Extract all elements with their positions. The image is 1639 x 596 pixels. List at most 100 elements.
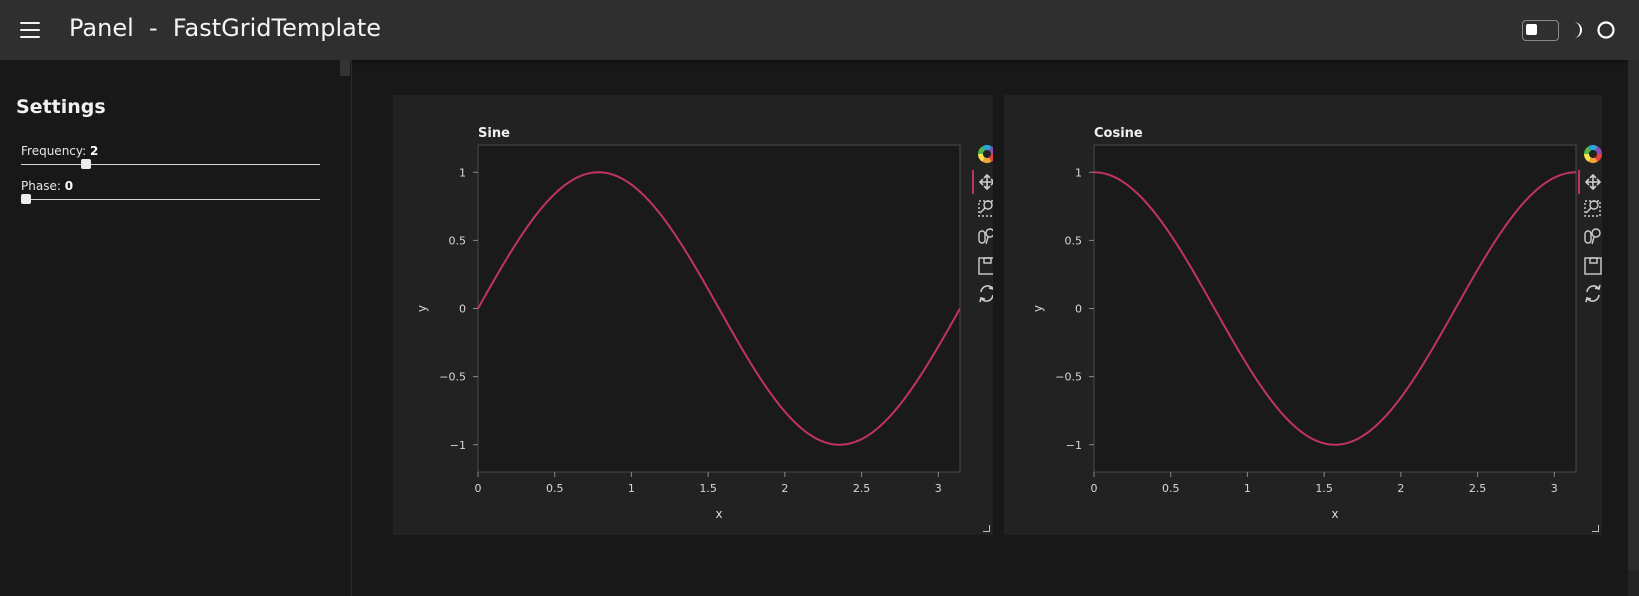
x-tick-label: 3 bbox=[1551, 482, 1558, 495]
wheel-zoom-icon-wheel bbox=[978, 230, 986, 244]
save-icon-body bbox=[1584, 257, 1602, 275]
wheel-zoom-icon-handle bbox=[1591, 236, 1595, 245]
resize-handle[interactable] bbox=[1592, 525, 1599, 532]
bokeh-logo-icon[interactable] bbox=[1595, 154, 1602, 162]
main-scrollbar-thumb[interactable] bbox=[1628, 60, 1639, 570]
x-axis-label: x bbox=[715, 507, 722, 521]
phase-slider[interactable] bbox=[21, 199, 320, 200]
x-tick-label: 1.5 bbox=[699, 482, 717, 495]
x-tick-label: 3 bbox=[935, 482, 942, 495]
x-tick-label: 1 bbox=[1244, 482, 1251, 495]
box-zoom-icon-box bbox=[978, 200, 995, 217]
x-tick-label: 0.5 bbox=[1162, 482, 1180, 495]
theme-toggle-knob bbox=[1526, 24, 1537, 35]
wheel-zoom-icon[interactable] bbox=[1584, 228, 1601, 245]
x-tick-label: 0 bbox=[475, 482, 482, 495]
reset-icon-arrow-bottom bbox=[1585, 297, 1592, 303]
frequency-slider[interactable] bbox=[21, 164, 320, 165]
bokeh-logo-icon[interactable] bbox=[1584, 154, 1591, 162]
plot-toolbar bbox=[1578, 145, 1602, 303]
circle-icon[interactable] bbox=[1596, 20, 1616, 40]
pan-icon-cross bbox=[1586, 175, 1600, 189]
bokeh-logo-icon[interactable] bbox=[978, 146, 985, 154]
phase-label-text: Phase: bbox=[21, 179, 61, 193]
y-tick-label: 0 bbox=[459, 303, 466, 316]
x-tick-label: 2.5 bbox=[853, 482, 871, 495]
chart-title: Cosine bbox=[1094, 126, 1143, 141]
box-zoom-icon-box bbox=[1584, 200, 1601, 217]
wheel-zoom-icon-handle bbox=[985, 236, 989, 245]
bokeh-logo-icon[interactable] bbox=[982, 145, 992, 151]
sine-card: Sine 0 0.5 1 1.5 2 2.5 3 1 0.5 0 −0.5 −1 x y bbox=[393, 95, 996, 535]
frequency-label: Frequency: 2 bbox=[21, 144, 98, 158]
x-tick-label: 0 bbox=[1091, 482, 1098, 495]
y-tick-label: −0.5 bbox=[439, 371, 466, 384]
y-axis-label: y bbox=[1031, 305, 1045, 312]
reset-icon[interactable] bbox=[979, 284, 995, 303]
hamburger-menu-icon[interactable] bbox=[20, 22, 40, 38]
wheel-zoom-icon[interactable] bbox=[978, 228, 995, 245]
app-title: Panel - FastGridTemplate bbox=[69, 14, 382, 42]
box-zoom-icon-lens bbox=[983, 200, 993, 210]
bokeh-logo-icon[interactable] bbox=[1588, 145, 1598, 151]
y-tick-label: −1 bbox=[450, 439, 466, 452]
pan-icon-arrows bbox=[1584, 173, 1602, 191]
wheel-zoom-icon-lens bbox=[985, 228, 995, 238]
x-tick-label: 1 bbox=[628, 482, 635, 495]
sine-chart[interactable]: Sine 0 0.5 1 1.5 2 2.5 3 1 0.5 0 −0.5 −1 x y bbox=[393, 95, 996, 535]
save-icon[interactable] bbox=[978, 257, 996, 275]
bokeh-logo-icon[interactable] bbox=[1588, 157, 1598, 163]
main-scrollbar[interactable] bbox=[1628, 60, 1639, 596]
box-zoom-icon[interactable] bbox=[978, 200, 995, 217]
wheel-zoom-icon-wheel bbox=[1584, 230, 1592, 244]
sidebar bbox=[0, 60, 352, 596]
y-tick-label: 0.5 bbox=[449, 234, 467, 247]
pan-icon-cross bbox=[980, 175, 994, 189]
save-icon-label bbox=[983, 257, 992, 264]
cosine-chart[interactable]: Cosine 0 0.5 1 1.5 2 2.5 3 1 0.5 0 −0.5 −1 x y bbox=[1004, 95, 1602, 535]
y-axis-label: y bbox=[415, 305, 429, 312]
x-tick-label: 0.5 bbox=[546, 482, 564, 495]
save-icon[interactable] bbox=[1584, 257, 1602, 275]
pan-icon[interactable] bbox=[978, 173, 996, 191]
cosine-card: Cosine 0 0.5 1 1.5 2 2.5 3 1 0.5 0 −0.5 −1 x y bbox=[1004, 95, 1602, 535]
x-tick-label: 1.5 bbox=[1315, 482, 1333, 495]
y-tick-label: −0.5 bbox=[1055, 371, 1082, 384]
frequency-label-text: Frequency: bbox=[21, 144, 87, 158]
bokeh-logo-icon[interactable] bbox=[1595, 146, 1602, 154]
active-tool-indicator bbox=[972, 170, 974, 194]
box-zoom-icon-handle bbox=[979, 207, 986, 214]
plot-toolbar bbox=[972, 145, 996, 303]
box-zoom-icon-lens bbox=[1589, 200, 1599, 210]
bokeh-logo-icon[interactable] bbox=[1584, 146, 1591, 154]
box-zoom-icon-handle bbox=[1585, 207, 1592, 214]
cosine-line bbox=[1093, 171, 1577, 446]
sidebar-scrollbar[interactable] bbox=[340, 60, 350, 76]
active-tool-indicator bbox=[1578, 170, 1580, 194]
theme-toggle[interactable] bbox=[1522, 20, 1559, 41]
y-tick-label: 1 bbox=[459, 166, 466, 179]
pan-icon[interactable] bbox=[1584, 173, 1602, 191]
phase-slider-handle[interactable] bbox=[21, 194, 31, 204]
y-tick-label: 0.5 bbox=[1065, 234, 1083, 247]
bokeh-logo-icon[interactable] bbox=[978, 154, 985, 162]
phase-value: 0 bbox=[64, 179, 74, 193]
sine-line bbox=[477, 171, 961, 446]
save-icon-label bbox=[1589, 257, 1598, 264]
phase-label: Phase: 0 bbox=[21, 179, 73, 193]
moon-icon[interactable] bbox=[1568, 20, 1588, 40]
bokeh-logo-icon[interactable] bbox=[982, 157, 992, 163]
settings-title: Settings bbox=[16, 96, 106, 118]
x-axis-label: x bbox=[1331, 507, 1338, 521]
plot-area bbox=[1093, 144, 1577, 473]
box-zoom-icon[interactable] bbox=[1584, 200, 1601, 217]
frequency-slider-handle[interactable] bbox=[80, 159, 91, 169]
x-tick-label: 2 bbox=[781, 482, 788, 495]
reset-icon[interactable] bbox=[1585, 284, 1601, 303]
y-tick-label: 1 bbox=[1075, 166, 1082, 179]
wheel-zoom-icon-lens bbox=[1591, 228, 1601, 238]
y-tick-label: −1 bbox=[1066, 439, 1082, 452]
resize-handle[interactable] bbox=[983, 525, 990, 532]
chart-title: Sine bbox=[478, 126, 510, 141]
reset-icon-arrow-top bbox=[1594, 284, 1601, 290]
